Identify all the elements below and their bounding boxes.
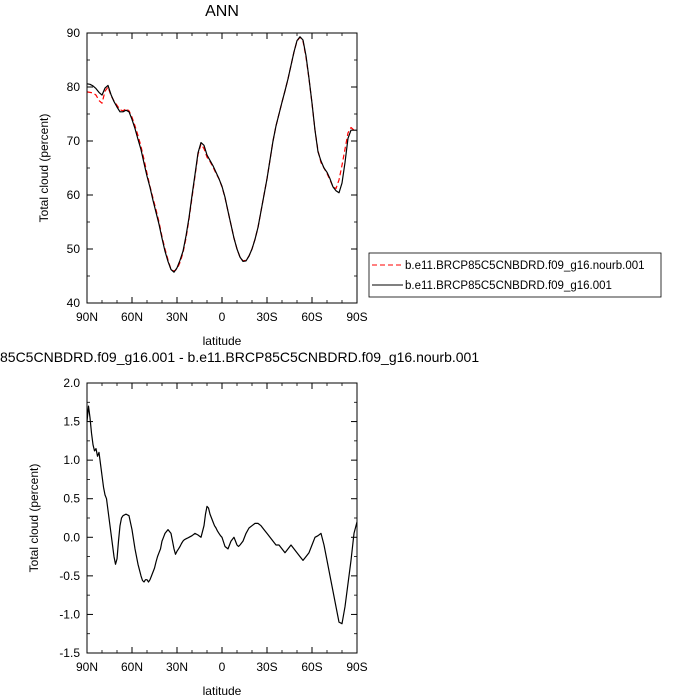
y-tick-label: 60 — [67, 188, 81, 202]
top-chart-title: ANN — [205, 3, 239, 20]
y-tick-label: 90 — [67, 26, 81, 40]
top-x-axis-label: latitude — [203, 334, 242, 348]
x-tick-label: 90N — [76, 660, 98, 674]
x-tick-label: 0 — [219, 310, 226, 324]
bottom-y-axis-label: Total cloud (percent) — [27, 464, 41, 573]
y-tick-label: 80 — [67, 80, 81, 94]
y-tick-label: 2.0 — [63, 376, 80, 390]
top-panel: ANN 90N 60N 30N 0 30S 60S 90S 40 50 60 70 80 90 lati… — [37, 3, 662, 348]
bottom-panel: 85C5CNBDRD.f09_g16.001 - b.e11.BRCP85C5C… — [0, 349, 479, 698]
x-tick-label: 60N — [121, 310, 143, 324]
series-line-2 — [86, 36, 357, 273]
x-tick-label: 30S — [256, 660, 277, 674]
bottom-series-lines — [86, 405, 358, 625]
x-tick-label: 30N — [166, 310, 188, 324]
x-tick-label: 90S — [346, 660, 367, 674]
x-tick-label: 60S — [301, 310, 322, 324]
y-tick-label: 40 — [67, 296, 81, 310]
x-tick-label: 90N — [76, 310, 98, 324]
bottom-chart-title: 85C5CNBDRD.f09_g16.001 - b.e11.BRCP85C5C… — [0, 349, 479, 365]
series-line-1 — [86, 405, 358, 625]
y-tick-label: 0.5 — [63, 492, 80, 506]
top-legend: b.e11.BRCP85C5CNBDRD.f09_g16.nourb.001 b… — [368, 252, 662, 298]
legend-label-control: b.e11.BRCP85C5CNBDRD.f09_g16.001 — [405, 280, 612, 292]
bottom-x-axis-label: latitude — [203, 684, 242, 698]
bottom-plot-frame — [86, 382, 358, 654]
x-tick-label: 60N — [121, 660, 143, 674]
top-axes: 90N 60N 30N 0 30S 60S 90S 40 50 60 70 80 90 — [67, 26, 368, 324]
y-tick-label: 70 — [67, 134, 81, 148]
x-tick-label: 60S — [301, 660, 322, 674]
y-tick-label: -0.5 — [59, 569, 80, 583]
y-tick-label: 50 — [67, 242, 81, 256]
y-tick-label: 1.5 — [63, 415, 80, 429]
legend-box — [368, 252, 662, 298]
y-tick-label: -1.5 — [59, 646, 80, 660]
x-tick-label: 90S — [346, 310, 367, 324]
y-tick-label: 0.0 — [63, 530, 80, 544]
x-tick-label: 30S — [256, 310, 277, 324]
x-tick-label: 30N — [166, 660, 188, 674]
legend-label-nourb: b.e11.BRCP85C5CNBDRD.f09_g16.nourb.001 — [405, 260, 645, 272]
top-series-lines — [86, 36, 358, 273]
top-y-axis-label: Total cloud (percent) — [37, 114, 51, 223]
top-plot-frame — [86, 32, 358, 304]
y-tick-label: 1.0 — [63, 453, 80, 467]
y-tick-label: -1.0 — [59, 607, 80, 621]
x-tick-label: 0 — [219, 660, 226, 674]
